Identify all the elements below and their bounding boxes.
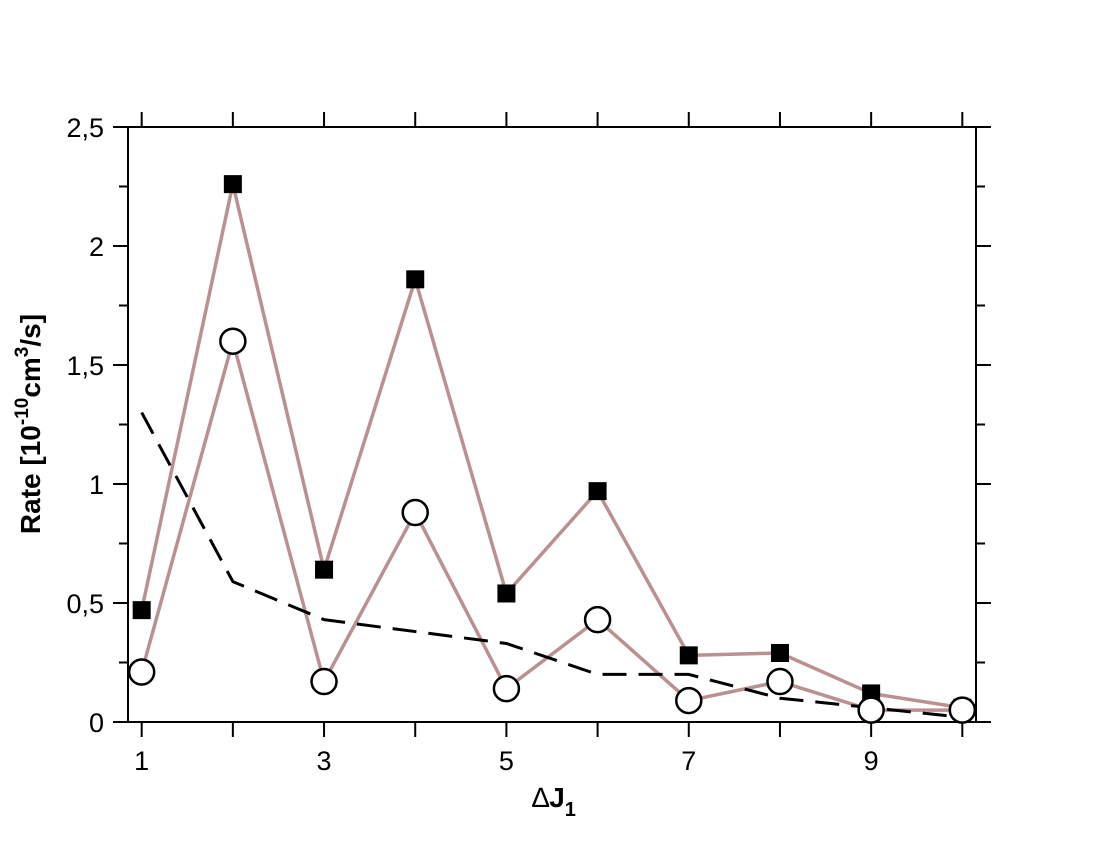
x-tick-label: 3 <box>317 746 332 776</box>
y-tick-label: 0 <box>89 708 104 738</box>
x-axis-title: ∆J1 <box>532 782 576 821</box>
series-2-point <box>219 327 247 355</box>
x-tick-label: 5 <box>499 746 514 776</box>
series-1-point <box>223 175 242 194</box>
y-tick-label: 1,5 <box>66 351 104 381</box>
series-1-point <box>588 482 607 501</box>
series-1-point <box>315 560 334 579</box>
series-1-point <box>770 643 789 662</box>
series-1-line <box>139 182 963 710</box>
series-2-point <box>948 696 977 724</box>
series-2-line <box>139 339 963 712</box>
y-tick-label: 2,5 <box>66 113 104 143</box>
x-axis-title-main: J <box>549 782 565 813</box>
x-tick-label: 9 <box>864 746 879 776</box>
y-tick-label: 1 <box>89 470 104 500</box>
series-2-point <box>675 686 703 715</box>
series-1-point <box>679 646 698 665</box>
axis-ticks <box>113 112 991 737</box>
y-tick-label: 2 <box>89 232 104 262</box>
series-1-point <box>406 270 425 289</box>
series-2-point <box>127 658 156 686</box>
series-2-point <box>401 498 429 527</box>
series-2-point <box>583 605 612 634</box>
series-1-point <box>497 584 516 603</box>
series-3-line <box>140 411 963 719</box>
x-tick-label: 7 <box>681 746 696 776</box>
series-1-point <box>132 601 151 620</box>
y-axis-title-exp2: 3 <box>12 347 33 358</box>
y-axis-title-exp1: -10 <box>12 398 33 425</box>
tick-labels: 1 3 5 7 9 0 0,5 1 1,5 2 2,5 <box>66 113 878 776</box>
series-2-point <box>492 674 521 703</box>
series-layer <box>127 175 977 724</box>
y-tick-label: 0,5 <box>66 589 104 619</box>
y-axis-title-pre: Rate [10 <box>15 425 46 534</box>
y-axis-title-post: /s] <box>15 314 46 347</box>
series-2-point <box>857 696 885 724</box>
series-2-point <box>310 667 338 696</box>
x-axis-title-delta: ∆ <box>532 782 550 813</box>
x-axis-title-subscript: 1 <box>565 799 576 821</box>
y-axis-title: Rate [10-10cm3/s] <box>12 314 46 534</box>
y-axis-title-mid: cm <box>15 357 46 397</box>
series-2-point <box>766 667 794 696</box>
x-tick-label: 1 <box>134 746 149 776</box>
